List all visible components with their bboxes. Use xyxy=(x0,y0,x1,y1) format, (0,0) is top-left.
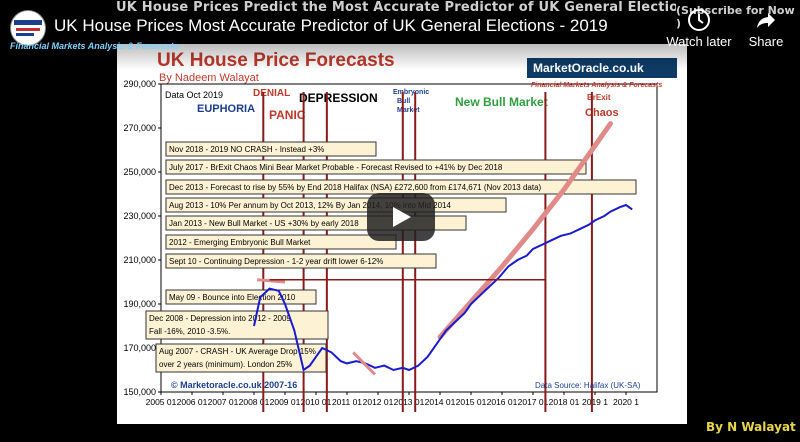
x-tick-label: 2020 1 xyxy=(613,397,639,407)
annotation-text: Sept 10 - Continuing Depression - 1-2 ye… xyxy=(169,257,383,266)
annotation-text: Nov 2018 - 2019 NO CRASH - Instead +3% xyxy=(169,145,324,154)
x-tick-label: 2018 01 xyxy=(549,397,580,407)
x-tick-label: 2019 1 xyxy=(582,397,608,407)
x-tick-label: 2009 01 xyxy=(270,397,301,407)
share-arrow-icon xyxy=(744,8,788,32)
y-tick-label: 230,000 xyxy=(123,211,156,221)
x-tick-label: 2015 01 xyxy=(456,397,487,407)
x-tick-label: 2011 01 xyxy=(332,397,362,407)
channel-avatar[interactable] xyxy=(10,10,46,46)
x-tick-label: 2016 01 xyxy=(487,397,518,407)
phase-label: DEPRESSION xyxy=(299,91,378,105)
annotation-box xyxy=(165,234,397,250)
phase-label: Chaos xyxy=(585,107,619,119)
clock-icon xyxy=(664,8,734,32)
annotation-text: over 2 years (minimum). London 25% xyxy=(159,360,292,369)
x-tick-label: 2007 01 xyxy=(208,397,239,407)
annotation-box xyxy=(165,159,587,175)
y-tick-label: 290,000 xyxy=(123,79,156,89)
author-credit: By N Walayat xyxy=(706,420,796,434)
annotation-box xyxy=(165,141,377,157)
play-icon xyxy=(393,207,411,227)
phase-label: New Bull Market xyxy=(455,95,548,109)
copyright-label: © Marketoracle.co.uk 2007-16 xyxy=(171,380,297,390)
video-banner-text: UK House Prices Predict the Most Accurat… xyxy=(116,0,676,15)
phase-label: BrExit xyxy=(587,93,611,102)
chart-subtitle: By Nadeem Walayat xyxy=(159,72,259,84)
annotation-text: Aug 2013 - 10% Per annum by Oct 2013, 12… xyxy=(169,201,452,210)
annotation-text: Dec 2013 - Forecast to rise by 55% by En… xyxy=(169,183,542,192)
annotation-box xyxy=(145,310,329,340)
y-tick-label: 150,000 xyxy=(123,387,156,397)
phase-label: Embryonic xyxy=(393,89,429,96)
x-tick-label: 2008 01 xyxy=(239,397,270,407)
annotation-box xyxy=(165,289,317,305)
forecast-arrow xyxy=(352,351,376,376)
chart-title: UK House Price Forecasts xyxy=(157,50,395,71)
channel-strip-text: Financial Markets Analysis & Forecasts xyxy=(10,41,179,51)
y-tick-label: 270,000 xyxy=(123,123,156,133)
logo-subtext: Financial Markets Analysis & Forecasts xyxy=(531,82,662,89)
y-tick-label: 250,000 xyxy=(123,167,156,177)
watch-later-button[interactable]: Watch later xyxy=(664,8,734,49)
data-source-label: Data Source: Halifax (UK-SA) xyxy=(535,381,641,390)
x-tick-label: 2005 01 xyxy=(146,397,177,407)
x-tick-label: 2006 01 xyxy=(177,397,208,407)
phase-label: PANIC xyxy=(269,108,306,122)
forecast-arrow xyxy=(256,278,286,284)
annotation-box xyxy=(165,253,437,269)
reference-bracket xyxy=(269,279,547,388)
annotation-text: May 09 - Bounce into Election 2010 xyxy=(169,293,296,302)
y-tick-label: 190,000 xyxy=(123,299,156,309)
phase-label: Market xyxy=(397,107,420,114)
annotation-text: Aug 2007 - CRASH - UK Average Drop 15% xyxy=(159,347,316,356)
x-tick-label: 2014 01 xyxy=(425,397,456,407)
y-tick-label: 170,000 xyxy=(123,343,156,353)
phase-label: EUPHORIA xyxy=(197,103,255,115)
x-tick-label: 2010 01 xyxy=(301,397,332,407)
data-date-label: Data Oct 2019 xyxy=(165,90,223,100)
annotation-text: Jan 2013 - New Bull Market - US +30% by … xyxy=(169,219,359,228)
share-button[interactable]: Share xyxy=(744,8,788,49)
logo-text: MarketOracle.co.uk xyxy=(533,61,644,75)
x-tick-label: 2013 01 xyxy=(394,397,425,407)
play-button[interactable] xyxy=(367,193,435,241)
forecast-line xyxy=(437,121,613,340)
annotation-text: Dec 2008 - Depression into 2012 - 2009 xyxy=(149,314,291,323)
annotation-text: 2012 - Emerging Embryonic Bull Market xyxy=(169,238,311,247)
phase-label: DENIAL xyxy=(253,88,290,99)
video-title[interactable]: UK House Prices Most Accurate Predictor … xyxy=(54,16,608,35)
x-tick-label: 2012 01 xyxy=(363,397,394,407)
x-tick-label: 2017 01 xyxy=(518,397,549,407)
halifax-price-line xyxy=(253,203,633,372)
annotation-text: July 2017 - BrExit Chaos Mini Bear Marke… xyxy=(169,163,503,172)
annotation-text: Fall -16%, 2010 -3.5%. xyxy=(149,327,230,336)
watch-later-label: Watch later xyxy=(666,34,732,49)
share-label: Share xyxy=(748,34,784,49)
y-tick-label: 210,000 xyxy=(123,255,156,265)
